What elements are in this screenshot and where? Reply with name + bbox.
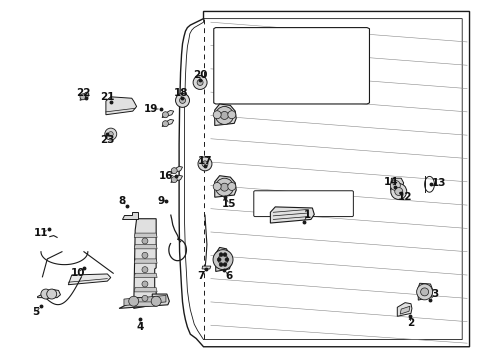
Circle shape — [228, 183, 236, 190]
Text: 23: 23 — [100, 135, 115, 145]
Polygon shape — [418, 283, 433, 300]
Circle shape — [197, 80, 203, 85]
Polygon shape — [215, 176, 236, 197]
Circle shape — [395, 188, 403, 195]
Text: 19: 19 — [144, 104, 158, 114]
Text: 20: 20 — [193, 70, 207, 80]
Text: 9: 9 — [157, 196, 165, 206]
Circle shape — [198, 157, 212, 171]
Circle shape — [225, 258, 229, 262]
Text: 17: 17 — [197, 156, 212, 166]
Circle shape — [391, 184, 407, 199]
Polygon shape — [214, 28, 369, 104]
Text: 7: 7 — [197, 271, 205, 281]
Text: 12: 12 — [398, 192, 413, 202]
Text: 8: 8 — [119, 196, 125, 206]
Circle shape — [219, 262, 223, 266]
Polygon shape — [179, 12, 469, 347]
Polygon shape — [134, 233, 157, 237]
Circle shape — [193, 76, 207, 89]
Text: 22: 22 — [75, 88, 90, 98]
Circle shape — [163, 112, 169, 118]
Polygon shape — [171, 166, 182, 174]
Polygon shape — [122, 212, 138, 219]
Text: 10: 10 — [71, 267, 85, 278]
Circle shape — [171, 168, 177, 174]
Polygon shape — [124, 296, 166, 306]
Circle shape — [142, 281, 148, 287]
Text: 2: 2 — [407, 319, 415, 328]
Circle shape — [420, 288, 429, 296]
Text: 15: 15 — [222, 199, 237, 210]
Text: 5: 5 — [32, 307, 40, 317]
Circle shape — [228, 111, 236, 119]
Polygon shape — [134, 273, 157, 278]
Circle shape — [213, 111, 221, 119]
Text: 18: 18 — [173, 88, 188, 98]
Circle shape — [142, 267, 148, 273]
Text: 4: 4 — [136, 322, 144, 332]
Polygon shape — [162, 120, 174, 127]
Circle shape — [213, 183, 221, 190]
Text: 21: 21 — [100, 92, 115, 102]
Circle shape — [129, 296, 139, 306]
Text: 16: 16 — [159, 171, 173, 181]
Polygon shape — [400, 306, 410, 314]
Polygon shape — [397, 303, 412, 316]
Circle shape — [142, 252, 148, 258]
Text: 1: 1 — [304, 210, 311, 220]
Circle shape — [105, 128, 117, 140]
Circle shape — [223, 262, 227, 266]
Polygon shape — [68, 274, 111, 285]
Polygon shape — [134, 259, 157, 263]
Circle shape — [142, 295, 148, 301]
Circle shape — [163, 121, 169, 127]
Polygon shape — [106, 97, 137, 115]
Circle shape — [171, 177, 177, 183]
Text: 11: 11 — [34, 228, 48, 238]
Polygon shape — [171, 175, 182, 183]
Circle shape — [219, 253, 223, 257]
Circle shape — [416, 284, 433, 300]
Circle shape — [202, 161, 208, 167]
Circle shape — [108, 132, 113, 136]
Circle shape — [216, 178, 233, 196]
Circle shape — [218, 255, 228, 265]
Circle shape — [142, 238, 148, 244]
Text: 3: 3 — [432, 289, 439, 299]
Circle shape — [151, 296, 161, 306]
Polygon shape — [134, 302, 157, 306]
Circle shape — [41, 289, 51, 299]
Polygon shape — [134, 219, 156, 309]
Polygon shape — [202, 266, 211, 269]
Polygon shape — [119, 294, 170, 309]
Polygon shape — [38, 289, 60, 298]
Polygon shape — [134, 288, 157, 292]
Circle shape — [217, 258, 221, 262]
Text: 6: 6 — [226, 271, 233, 281]
Circle shape — [220, 112, 228, 120]
Circle shape — [179, 98, 186, 103]
Polygon shape — [391, 178, 404, 190]
Polygon shape — [270, 207, 314, 223]
Circle shape — [213, 249, 233, 270]
Circle shape — [391, 180, 400, 190]
Polygon shape — [41, 293, 55, 296]
Circle shape — [47, 289, 57, 299]
Circle shape — [80, 94, 86, 100]
Text: 13: 13 — [432, 178, 446, 188]
Polygon shape — [215, 104, 236, 126]
Polygon shape — [392, 188, 397, 194]
Circle shape — [220, 183, 228, 191]
Circle shape — [216, 107, 233, 125]
Circle shape — [223, 253, 227, 257]
Polygon shape — [216, 247, 231, 271]
Polygon shape — [80, 92, 89, 100]
Polygon shape — [162, 111, 174, 118]
Polygon shape — [134, 244, 157, 249]
Polygon shape — [254, 191, 353, 217]
Circle shape — [175, 93, 190, 107]
Text: 14: 14 — [384, 177, 399, 187]
